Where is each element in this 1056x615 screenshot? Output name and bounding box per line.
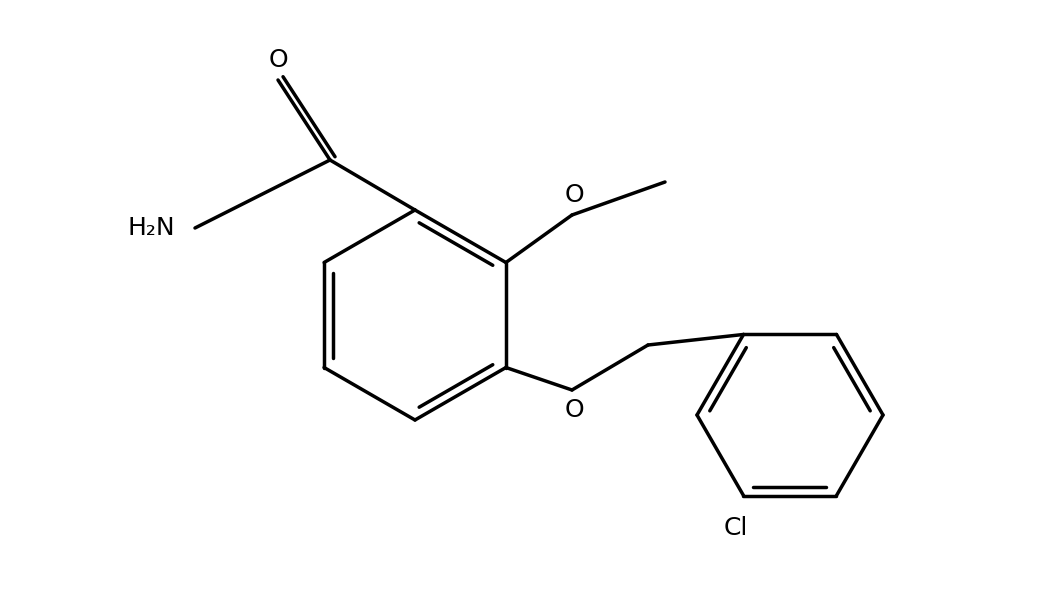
Text: Cl: Cl xyxy=(723,515,748,539)
Text: O: O xyxy=(564,183,584,207)
Text: O: O xyxy=(564,398,584,422)
Text: O: O xyxy=(268,48,288,72)
Text: H₂N: H₂N xyxy=(128,216,175,240)
